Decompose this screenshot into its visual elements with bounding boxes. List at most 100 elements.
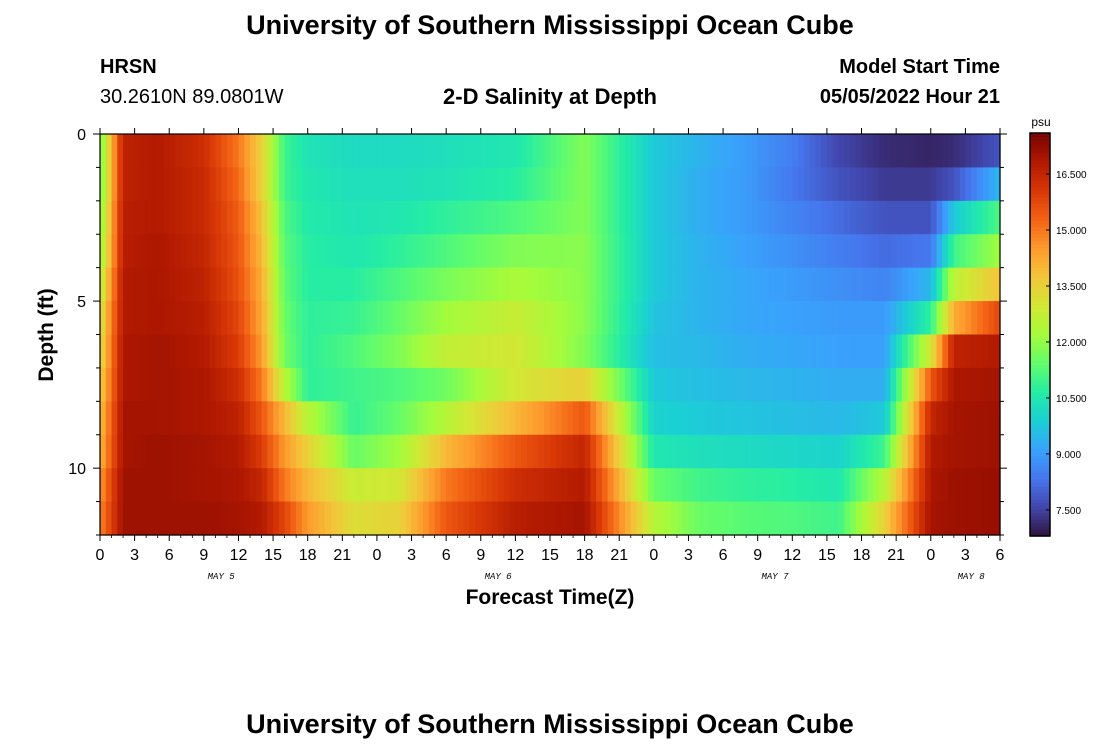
- heatmap-cell: [105, 134, 113, 169]
- heatmap-cell: [832, 200, 840, 235]
- heatmap-cell: [919, 334, 926, 369]
- heatmap-cell: [948, 501, 955, 536]
- heatmap-cell: [226, 301, 234, 336]
- colorbar-segment: [1030, 529, 1050, 534]
- heatmap-cell: [405, 468, 413, 503]
- heatmap-cell: [723, 334, 730, 369]
- heatmap-cell: [757, 334, 765, 369]
- heatmap-cell: [734, 267, 741, 302]
- heatmap-cell: [526, 468, 534, 503]
- heatmap-cell: [111, 468, 118, 503]
- heatmap-cell: [232, 501, 240, 536]
- heatmap-cell: [319, 167, 326, 202]
- heatmap-cell: [278, 301, 286, 336]
- heatmap-cell: [907, 367, 915, 402]
- heatmap-cell: [555, 468, 563, 503]
- heatmap-cell: [244, 167, 251, 202]
- heatmap-cell: [832, 167, 840, 202]
- heatmap-cell: [942, 468, 949, 503]
- heatmap-cell: [180, 167, 188, 202]
- heatmap-cell: [826, 468, 834, 503]
- heatmap-cell: [653, 234, 661, 269]
- heatmap-cell: [596, 334, 603, 369]
- heatmap-cell: [769, 301, 776, 336]
- heatmap-cell: [734, 501, 741, 536]
- heatmap-cell: [780, 267, 788, 302]
- heatmap-cell: [175, 367, 182, 402]
- heatmap-cell: [988, 267, 995, 302]
- x-tick-label: 21: [887, 547, 905, 564]
- heatmap-cell: [942, 367, 949, 402]
- heatmap-cell: [244, 367, 251, 402]
- heatmap-cell: [209, 468, 216, 503]
- heatmap-cell: [757, 167, 765, 202]
- heatmap-cell: [607, 468, 615, 503]
- heatmap-cell: [157, 468, 165, 503]
- heatmap-cell: [821, 200, 828, 235]
- colorbar-segment: [1030, 361, 1050, 366]
- heatmap-cell: [353, 434, 361, 469]
- heatmap-cell: [665, 301, 672, 336]
- heatmap-cell: [959, 134, 966, 169]
- heatmap-cell: [757, 434, 765, 469]
- heatmap-cell: [590, 234, 597, 269]
- heatmap-cell: [446, 167, 453, 202]
- heatmap-cell: [734, 200, 741, 235]
- heatmap-cell: [111, 134, 118, 169]
- heatmap-cell: [400, 234, 407, 269]
- heatmap-cell: [123, 367, 130, 402]
- heatmap-cell: [446, 134, 453, 169]
- heatmap-cell: [809, 167, 816, 202]
- heatmap-cell: [878, 367, 886, 402]
- colorbar-segment: [1030, 515, 1050, 520]
- heatmap-cell: [601, 367, 609, 402]
- heatmap-cell: [786, 134, 793, 169]
- heatmap-cell: [734, 167, 741, 202]
- heatmap-cell: [942, 167, 949, 202]
- heatmap-cell: [884, 434, 891, 469]
- heatmap-cell: [209, 200, 216, 235]
- heatmap-cell: [619, 434, 626, 469]
- colorbar-segment: [1030, 139, 1050, 144]
- heatmap-cell: [613, 334, 620, 369]
- heatmap-cell: [486, 200, 493, 235]
- heatmap-cell: [567, 501, 574, 536]
- heatmap-cell: [867, 401, 874, 436]
- heatmap-cell: [307, 200, 315, 235]
- heatmap-cell: [163, 468, 170, 503]
- heatmap-cell: [936, 334, 943, 369]
- heatmap-cell: [117, 301, 124, 336]
- heatmap-cell: [561, 501, 568, 536]
- heatmap-cell: [619, 334, 626, 369]
- heatmap-cell: [371, 468, 378, 503]
- heatmap-cell: [192, 468, 199, 503]
- heatmap-cell: [498, 401, 505, 436]
- heatmap-cell: [209, 367, 216, 402]
- colorbar-segment: [1030, 169, 1050, 174]
- heatmap-cell: [792, 468, 799, 503]
- heatmap-cell: [763, 367, 770, 402]
- heatmap-cell: [815, 501, 822, 536]
- heatmap-cell: [198, 367, 205, 402]
- heatmap-cell: [244, 134, 251, 169]
- heatmap-cell: [319, 267, 326, 302]
- heatmap-cell: [532, 468, 540, 503]
- heatmap-cell: [359, 301, 366, 336]
- heatmap-cell: [550, 468, 557, 503]
- colorbar-segment: [1030, 327, 1050, 332]
- heatmap-cell: [688, 200, 695, 235]
- heatmap-cell: [394, 134, 401, 169]
- heatmap-cell: [394, 501, 401, 536]
- heatmap-cell: [226, 200, 234, 235]
- heatmap-cell: [873, 167, 880, 202]
- heatmap-cell: [498, 200, 505, 235]
- heatmap-cell: [451, 234, 459, 269]
- heatmap-cell: [417, 367, 424, 402]
- heatmap-cell: [867, 367, 874, 402]
- heatmap-cell: [353, 334, 361, 369]
- heatmap-cell: [786, 434, 793, 469]
- heatmap-cell: [100, 200, 107, 235]
- heatmap-cell: [555, 434, 563, 469]
- heatmap-cell: [550, 367, 557, 402]
- heatmap-cell: [134, 434, 141, 469]
